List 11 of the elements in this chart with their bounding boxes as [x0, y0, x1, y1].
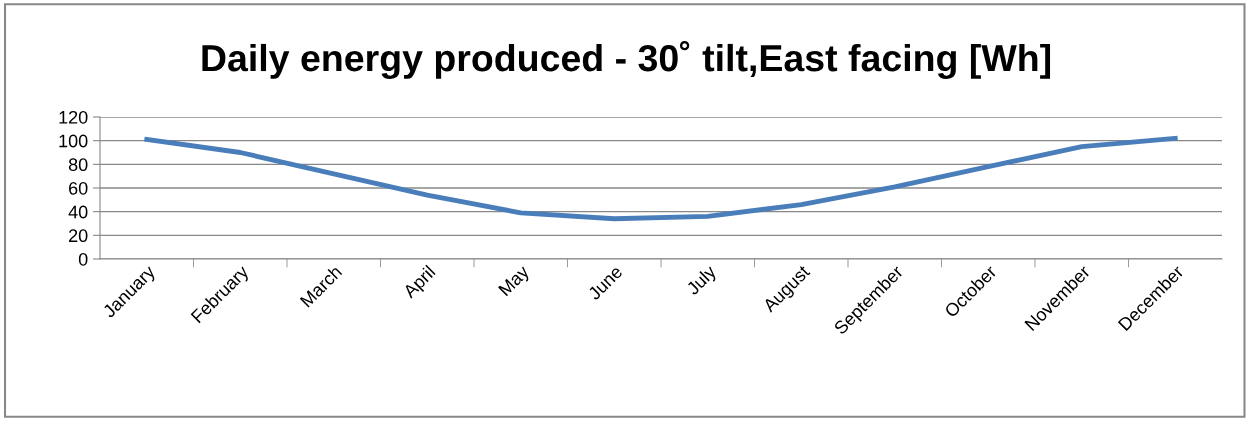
y-tick-label: 100: [59, 134, 88, 148]
y-tick-label: 0: [78, 252, 88, 266]
line-series: [144, 135, 1178, 222]
y-tick-label: 20: [69, 229, 88, 243]
y-tick-label: 80: [68, 158, 88, 172]
y-tick-label: 40: [68, 205, 88, 219]
x-tick-label: July: [685, 263, 720, 299]
y-tick-label: 120: [59, 110, 88, 124]
chart-title: Daily energy produced - 30˚ tilt,East facing [Wh]: [202, 40, 1051, 80]
y-tick-label: 60: [69, 181, 88, 195]
x-tick-label: May: [498, 264, 533, 299]
